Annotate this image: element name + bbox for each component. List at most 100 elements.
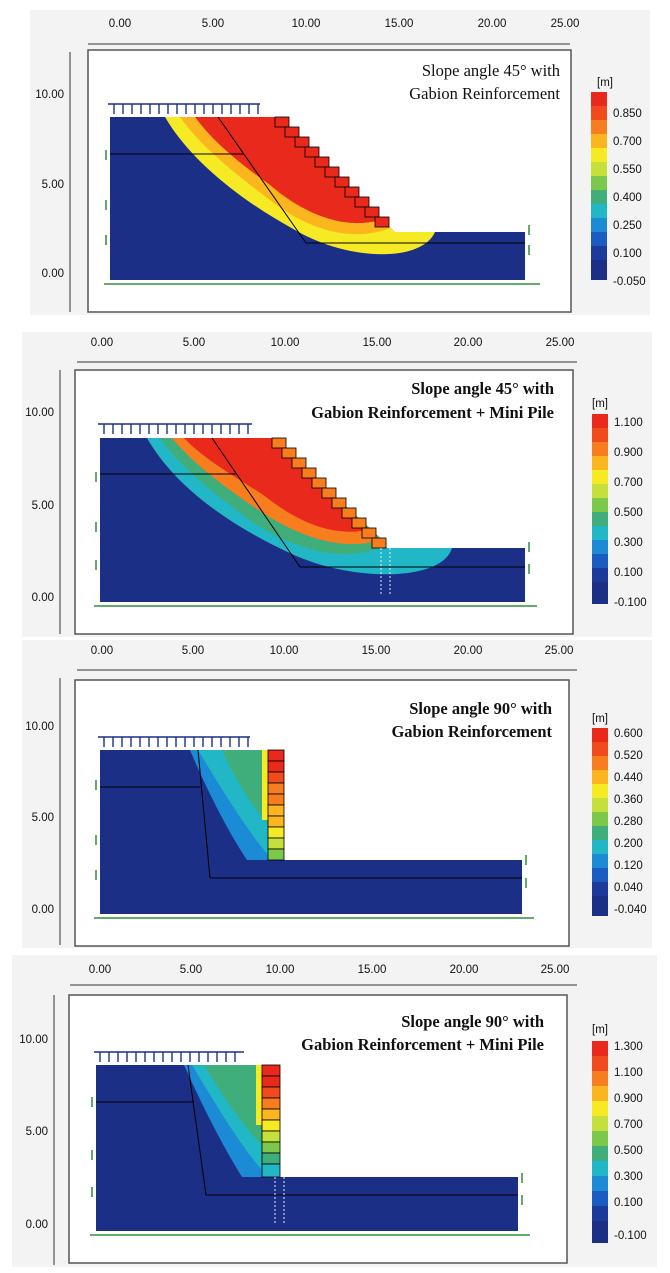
legend-label: 0.360 — [614, 794, 643, 806]
legend-label: 0.440 — [614, 772, 643, 784]
legend-label: 0.500 — [614, 507, 643, 519]
x-tick-label: 20.00 — [450, 964, 479, 976]
legend-unit: [m] — [592, 713, 608, 725]
y-tick-label: 0.00 — [42, 268, 64, 280]
soil-domain — [96, 1065, 518, 1231]
legend-label: 0.600 — [614, 728, 643, 740]
x-tick-label: 0.00 — [91, 337, 113, 349]
x-tick-label: 10.00 — [271, 337, 300, 349]
y-tick-label: 10.00 — [25, 721, 54, 733]
legend-label: 1.100 — [614, 1067, 643, 1079]
x-tick-label: 15.00 — [362, 645, 391, 657]
x-tick-label: 0.00 — [89, 964, 111, 976]
legend-label: 0.500 — [614, 1145, 643, 1157]
legend-label: 0.900 — [614, 1093, 643, 1105]
legend-label: 0.700 — [613, 136, 642, 148]
legend-label: 0.520 — [614, 750, 643, 762]
x-axis-ruler: 0.00 5.00 10.00 15.00 20.00 25.00 — [88, 18, 580, 45]
legend-label: 0.200 — [614, 838, 643, 850]
legend-unit: [m] — [592, 398, 608, 410]
fem-plot: 0.00 5.00 10.00 15.00 20.00 25.00 10.00 … — [35, 18, 646, 313]
y-axis-ruler: 10.00 5.00 0.00 — [19, 995, 55, 1265]
panel-title-line2: Gabion Reinforcement + Mini Pile — [311, 403, 554, 422]
surface-load — [98, 736, 250, 747]
legend-colorbar — [592, 414, 608, 604]
soil-domain — [100, 750, 522, 914]
x-tick-label: 5.00 — [183, 337, 205, 349]
y-tick-label: 10.00 — [25, 407, 54, 419]
legend-label: 0.120 — [614, 860, 643, 872]
panel-45-gabion-minipile: 0.00 5.00 10.00 15.00 20.00 25.00 10.00 … — [22, 332, 652, 637]
displacement-green-zone — [204, 1065, 262, 1145]
y-tick-label: 5.00 — [42, 179, 64, 191]
legend-label: -0.100 — [614, 1230, 647, 1242]
legend-label: 0.300 — [614, 537, 643, 549]
x-axis-ruler: 0.00 5.00 10.00 15.00 20.00 25.00 — [77, 337, 577, 363]
x-tick-label: 25.00 — [545, 645, 574, 657]
surface-load — [94, 1051, 244, 1062]
legend-unit: [m] — [597, 77, 613, 89]
displacement-red-zone — [195, 117, 380, 224]
fem-plot: 0.00 5.00 10.00 15.00 20.00 25.00 10.00 … — [25, 645, 647, 947]
supports — [104, 150, 540, 285]
supports — [90, 1097, 530, 1236]
y-tick-label: 10.00 — [35, 89, 64, 101]
legend-label: 0.100 — [614, 1197, 643, 1209]
legend-label: 0.280 — [614, 816, 643, 828]
panel-title-line2: Gabion Reinforcement — [409, 84, 560, 103]
panel-90-gabion-minipile: 0.00 5.00 10.00 15.00 20.00 25.00 10.00 … — [12, 955, 657, 1267]
supports — [94, 472, 537, 607]
gabion-column — [267, 749, 285, 861]
x-tick-label: 10.00 — [266, 964, 295, 976]
panel-title-line1: Slope angle 45° with — [411, 379, 554, 398]
legend-label: 0.040 — [614, 882, 643, 894]
y-tick-label: 0.00 — [26, 1219, 48, 1231]
legend-label: 0.550 — [613, 164, 642, 176]
x-tick-label: 10.00 — [292, 18, 321, 30]
x-axis-ruler: 0.00 5.00 10.00 15.00 20.00 25.00 — [77, 645, 577, 671]
surface-load — [108, 103, 260, 114]
legend-label: 1.100 — [614, 417, 643, 429]
gabion-steps — [274, 116, 390, 228]
x-tick-label: 15.00 — [358, 964, 387, 976]
y-tick-label: 5.00 — [32, 812, 54, 824]
panel-title-line2: Gabion Reinforcement — [391, 722, 552, 741]
x-tick-label: 15.00 — [363, 337, 392, 349]
panel-title-line1: Slope angle 90° with — [409, 699, 552, 718]
displacement-green-zone — [222, 750, 268, 825]
surface-load — [98, 423, 252, 434]
legend-label: -0.040 — [614, 904, 647, 916]
slip-line — [197, 749, 211, 879]
x-tick-label: 20.00 — [454, 337, 483, 349]
legend-label: -0.100 — [614, 597, 647, 609]
legend-label: -0.050 — [613, 276, 646, 288]
y-tick-label: 0.00 — [32, 592, 54, 604]
legend-colorbar — [592, 728, 608, 916]
y-axis-ruler: 10.00 5.00 0.00 — [35, 52, 71, 312]
y-tick-label: 5.00 — [32, 500, 54, 512]
x-tick-label: 5.00 — [202, 18, 224, 30]
legend-label: 0.400 — [613, 192, 642, 204]
legend-unit: [m] — [592, 1024, 608, 1036]
slip-line — [211, 437, 301, 568]
legend-label: 0.250 — [613, 220, 642, 232]
x-tick-label: 15.00 — [385, 18, 414, 30]
y-tick-label: 0.00 — [32, 904, 54, 916]
x-axis-ruler: 0.00 5.00 10.00 15.00 20.00 25.00 — [70, 964, 577, 986]
y-tick-label: 5.00 — [26, 1126, 48, 1138]
panel-90-gabion: 0.00 5.00 10.00 15.00 20.00 25.00 10.00 … — [22, 640, 652, 948]
y-tick-label: 10.00 — [19, 1034, 48, 1046]
x-tick-label: 20.00 — [454, 645, 483, 657]
fem-plot: 0.00 5.00 10.00 15.00 20.00 25.00 10.00 … — [19, 964, 647, 1265]
x-tick-label: 25.00 — [551, 18, 580, 30]
x-tick-label: 0.00 — [109, 18, 131, 30]
legend-colorbar — [591, 92, 607, 280]
y-axis-ruler: 10.00 5.00 0.00 — [25, 678, 61, 945]
x-tick-label: 5.00 — [180, 964, 202, 976]
panel-title-line1: Slope angle 90° with — [401, 1012, 544, 1031]
legend-label: 0.900 — [614, 447, 643, 459]
x-tick-label: 20.00 — [478, 18, 507, 30]
legend-label: 0.300 — [614, 1171, 643, 1183]
panel-45-gabion: 0.00 5.00 10.00 15.00 20.00 25.00 10.00 … — [30, 10, 650, 315]
y-axis-ruler: 10.00 5.00 0.00 — [25, 370, 61, 634]
